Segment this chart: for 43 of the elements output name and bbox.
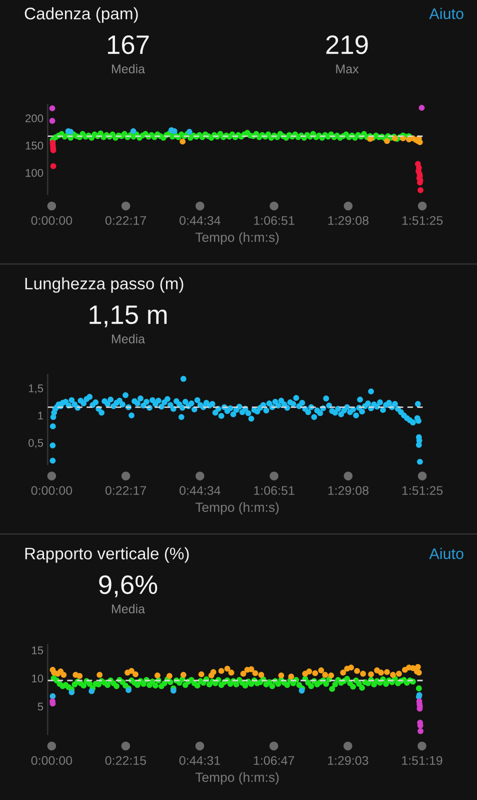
x-tick-label: 0:00:00 [31,756,72,765]
x-tick-label: 1:51:19 [402,756,442,765]
text: 219 [326,35,368,54]
x-axis-title: Tempo (h:m:s) [195,232,279,245]
x-tick-label: 1:06:51 [254,486,294,495]
y-tick-label: 5 [38,702,44,711]
x-tick-label: 0:22:15 [105,756,146,765]
y-tick-label: 150 [26,142,44,150]
x-tick-label: 0:44:31 [179,756,220,765]
chart-title: Rapporto verticale (%) [25,547,189,563]
x-tick-label: 0:00:00 [31,216,72,225]
x-tick-label: 0:44:34 [180,216,220,225]
x-tick-label: 1:51:25 [402,486,443,495]
chart-title: Cadenza (pam) [24,7,138,23]
x-tick-label: 1:06:51 [254,216,294,225]
chart-title: Lunghezza passo (m) [25,277,184,293]
x-tick-label: 0:00:00 [31,486,72,495]
x-tick-label: 0:22:17 [105,486,146,495]
y-tick-label: 1 [38,412,43,420]
x-tick-label: 1:51:25 [402,216,443,225]
x-tick-label: 0:44:34 [180,486,220,495]
y-tick-label: 10 [32,674,44,682]
text: Max [336,64,359,74]
y-tick-label: 200 [26,114,44,122]
y-tick-label: 1,5 [28,384,44,394]
text: Aiuto [429,548,464,560]
text: 9,6% [99,575,158,598]
x-tick-label: 0:22:17 [105,216,146,225]
x-tick-label: 1:29:08 [328,216,368,225]
text: Media [112,64,146,74]
x-tick-label: 1:29:03 [328,756,368,765]
y-tick-label: 15 [32,646,44,654]
text: Aiuto [429,8,464,20]
x-axis-title: Tempo (h:m:s) [195,772,279,785]
x-tick-label: 1:06:47 [254,756,294,765]
text: 1,15 m [90,306,167,328]
y-tick-label: 100 [26,168,44,177]
text: Media [112,604,146,614]
y-tick-label: 0,5 [28,438,44,448]
x-axis-title: Tempo (h:m:s) [195,502,279,515]
text: Media [112,334,146,344]
x-tick-label: 1:29:08 [328,486,368,495]
text: 167 [108,35,149,54]
